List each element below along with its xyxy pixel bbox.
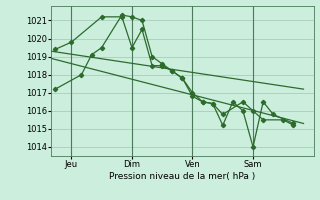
- X-axis label: Pression niveau de la mer( hPa ): Pression niveau de la mer( hPa ): [109, 172, 256, 181]
